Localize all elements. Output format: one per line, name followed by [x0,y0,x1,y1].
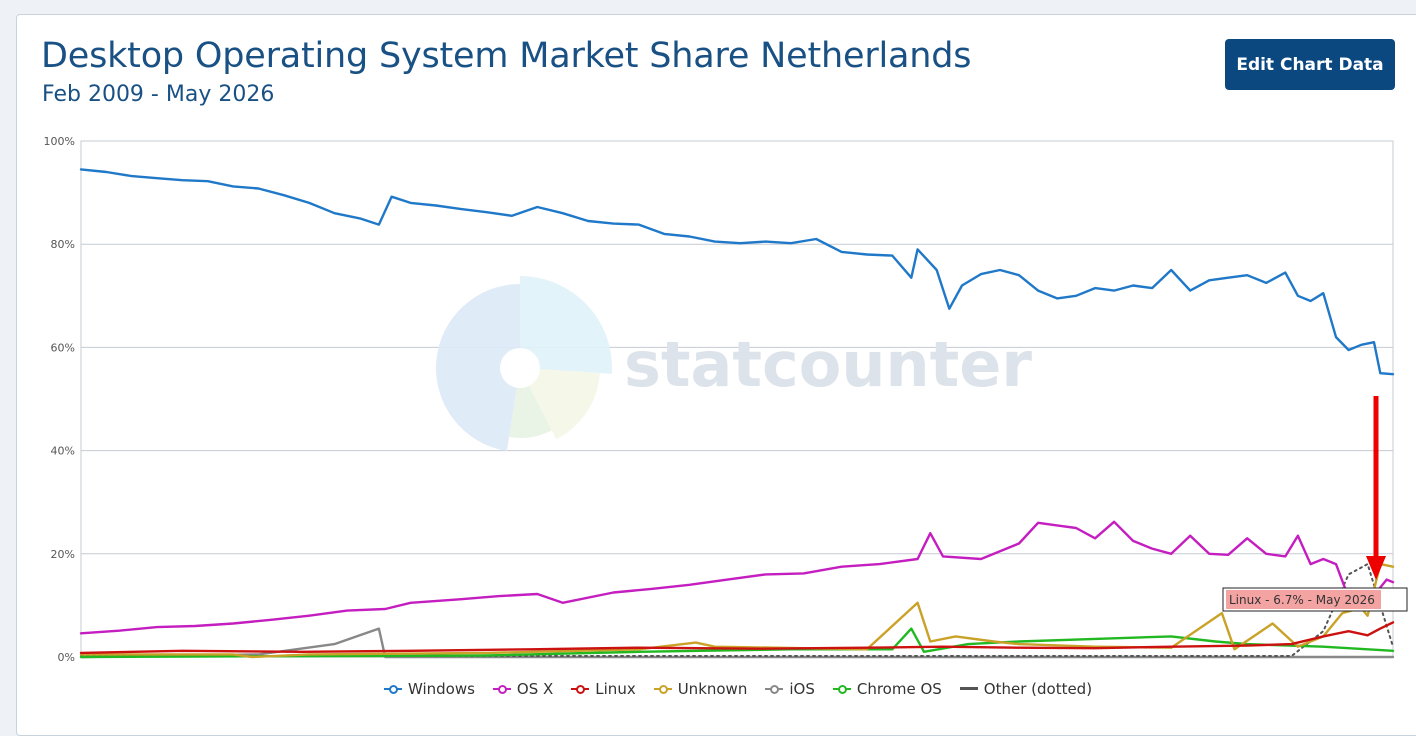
watermark-logo-segment [435,284,520,451]
circle-line-icon [765,683,784,695]
watermark-text: statcounter [624,328,1032,401]
legend-item-ios[interactable]: iOS [765,680,815,698]
y-tick-label: 60% [51,341,75,354]
legend-item-unknown[interactable]: Unknown [653,680,748,698]
y-tick-label: 100% [44,135,75,148]
series-line-linux [79,621,1395,655]
watermark-logo-segment [529,369,600,440]
dash-line-icon [959,683,978,695]
date-range-subtitle: Feb 2009 - May 2026 [42,82,275,107]
legend-label: Unknown [677,680,748,698]
series-line-chromeos [79,627,1395,659]
circle-line-icon [492,683,511,695]
watermark-logo-segment [520,276,613,374]
circle-line-icon [653,683,672,695]
line-chart: 0% 20% 40% 60% 80% 100% statcounter Linux - 6.7… [44,135,1408,664]
series-line-unknown [79,562,1395,659]
series-line-other [80,563,1394,657]
edit-chart-data-button[interactable]: Edit Chart Data [1225,39,1395,90]
circle-line-icon [383,683,402,695]
legend-item-windows[interactable]: Windows [383,680,475,698]
plot-area [80,140,1394,658]
legend-label: OS X [516,680,554,698]
y-tick-label: 40% [51,445,75,458]
legend-label: Linux [595,680,636,698]
watermark-logo-segment [509,385,552,439]
tooltip-text: Linux - 6.7% - May 2026 [1229,593,1375,607]
legend-item-other[interactable]: Other (dotted) [959,680,1093,698]
page-title: Desktop Operating System Market Share Ne… [41,36,972,76]
tooltip-highlight [1226,590,1381,609]
circle-line-icon [571,683,590,695]
legend-label: Chrome OS [856,680,942,698]
chart-legend: Windows OS X Linux Unknown iOS Chrome OS Other… [0,676,1416,702]
legend-item-linux[interactable]: Linux [571,680,636,698]
y-tick-label: 0% [58,651,75,664]
legend-label: Other (dotted) [983,680,1093,698]
legend-item-chromeos[interactable]: Chrome OS [832,680,942,698]
circle-line-icon [832,683,851,695]
legend-label: iOS [789,680,815,698]
y-tick-label: 80% [51,238,75,251]
series-line-windows [79,168,1395,376]
series-line-osx [79,520,1395,635]
annotation-arrow-head [1366,556,1386,580]
legend-label: Windows [407,680,475,698]
legend-item-osx[interactable]: OS X [492,680,554,698]
y-tick-label: 20% [51,548,75,561]
